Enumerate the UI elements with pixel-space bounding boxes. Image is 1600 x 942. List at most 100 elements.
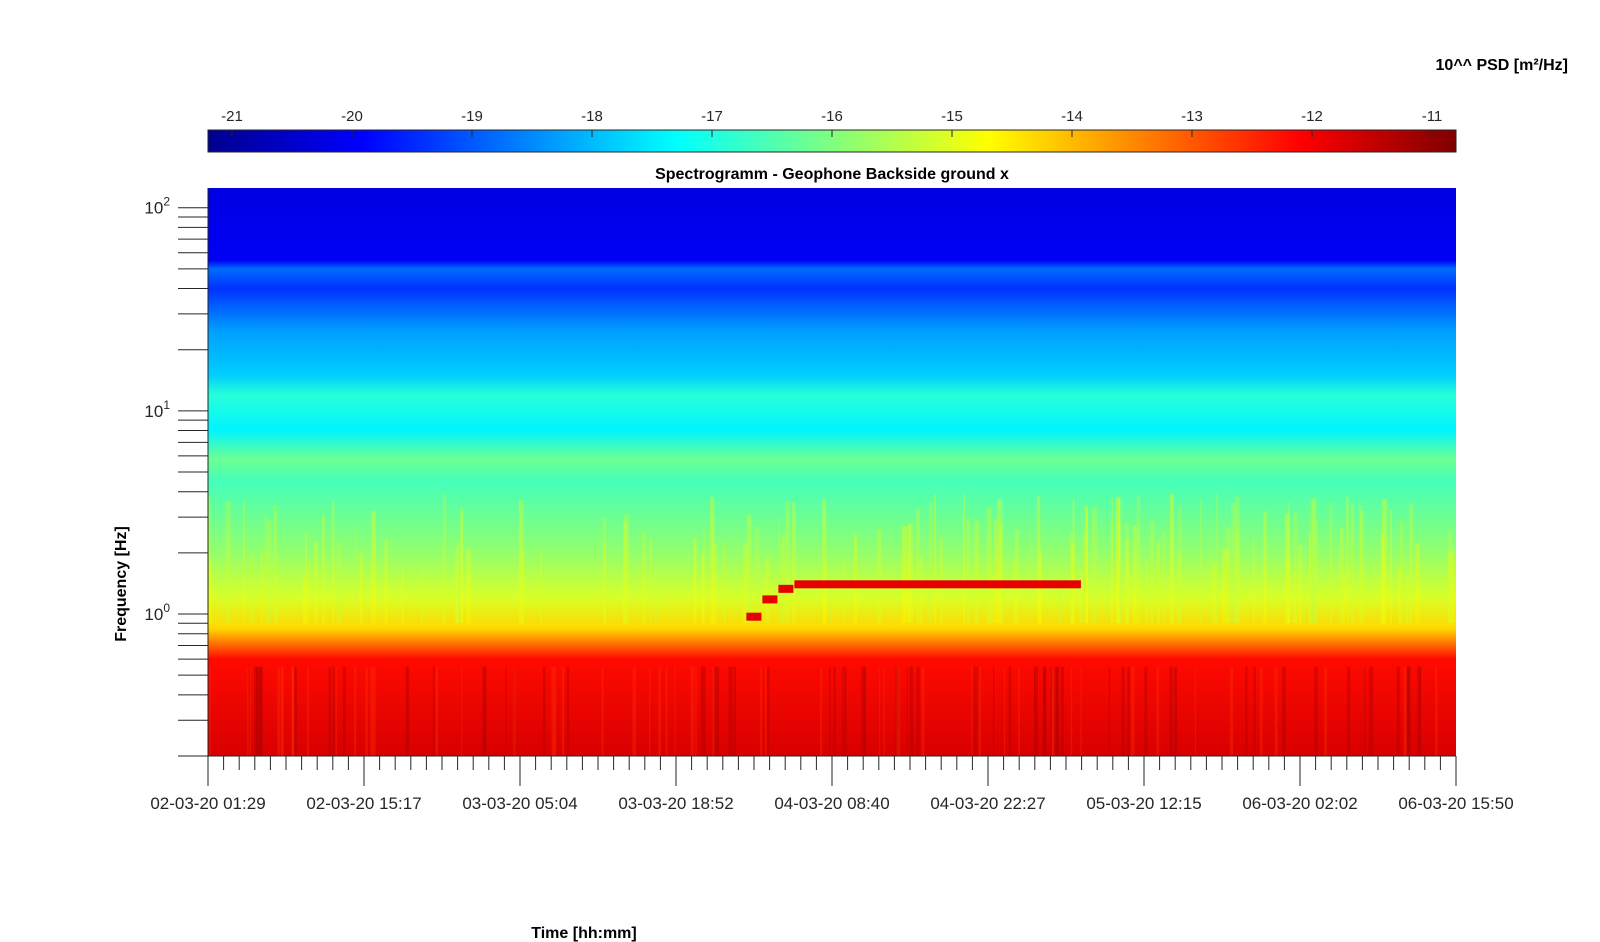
noise-streak bbox=[690, 666, 695, 756]
noise-streak bbox=[1130, 666, 1135, 756]
noise-streak bbox=[247, 666, 251, 756]
noise-streak bbox=[435, 666, 438, 756]
noise-streak bbox=[1329, 502, 1333, 624]
noise-streak bbox=[658, 666, 661, 756]
noise-streak bbox=[407, 666, 410, 756]
noise-streak bbox=[432, 666, 435, 756]
noise-streak bbox=[359, 552, 363, 624]
noise-streak bbox=[1403, 666, 1408, 756]
noise-streak bbox=[484, 666, 487, 756]
noise-streak bbox=[713, 666, 718, 756]
noise-streak bbox=[1080, 666, 1082, 756]
noise-streak bbox=[986, 507, 992, 624]
noise-streak bbox=[281, 666, 284, 756]
noise-streak bbox=[333, 666, 335, 756]
noise-streak bbox=[342, 666, 346, 756]
noise-streak bbox=[829, 573, 832, 624]
noise-streak bbox=[1222, 548, 1228, 624]
noise-streak bbox=[225, 501, 231, 624]
noise-streak bbox=[1324, 666, 1327, 756]
x-tick-label: 03-03-20 05:04 bbox=[462, 794, 577, 813]
y-tick-label: 100 bbox=[144, 601, 170, 624]
noise-streak bbox=[370, 666, 374, 756]
noise-streak bbox=[455, 548, 458, 624]
noise-streak bbox=[384, 540, 388, 624]
noise-streak bbox=[920, 557, 923, 624]
noise-streak bbox=[760, 666, 763, 756]
noise-streak bbox=[906, 666, 908, 756]
noise-streak bbox=[1043, 666, 1047, 756]
noise-streak bbox=[1263, 511, 1267, 624]
x-axis-label: Time [hh:mm] bbox=[531, 925, 636, 942]
noise-streak bbox=[1015, 530, 1019, 624]
noise-streak bbox=[833, 666, 836, 756]
noise-streak bbox=[308, 563, 310, 624]
noise-streak bbox=[1092, 507, 1097, 624]
noise-streak bbox=[1229, 666, 1233, 756]
noise-streak bbox=[1293, 511, 1297, 624]
noise-streak bbox=[1215, 493, 1218, 624]
noise-streak bbox=[373, 666, 376, 756]
noise-streak bbox=[1231, 666, 1234, 756]
noise-streak bbox=[1417, 666, 1421, 756]
noise-streak bbox=[781, 534, 785, 624]
noise-streak bbox=[294, 666, 297, 756]
x-tick-label: 06-03-20 02:02 bbox=[1242, 794, 1357, 813]
noise-streak bbox=[335, 666, 337, 756]
noise-streak bbox=[328, 666, 331, 756]
noise-streak bbox=[623, 522, 627, 624]
noise-streak bbox=[1350, 503, 1355, 624]
noise-streak bbox=[717, 666, 720, 756]
noise-streak bbox=[766, 666, 770, 756]
noise-streak bbox=[714, 544, 717, 624]
noise-streak bbox=[322, 514, 325, 624]
noise-streak bbox=[1033, 666, 1036, 756]
noise-streak bbox=[701, 554, 705, 624]
noise-streak bbox=[916, 508, 920, 624]
noise-streak bbox=[604, 543, 606, 624]
noise-streak bbox=[822, 499, 827, 624]
colorbar-tick-label: -14 bbox=[1061, 108, 1083, 125]
noise-streak bbox=[1245, 666, 1248, 756]
noise-streak bbox=[1050, 666, 1054, 756]
x-tick-label: 04-03-20 22:27 bbox=[930, 794, 1045, 813]
noise-streak bbox=[254, 666, 258, 756]
noise-streak bbox=[466, 548, 471, 624]
x-tick-label: 05-03-20 12:15 bbox=[1086, 794, 1201, 813]
noise-streak bbox=[332, 500, 335, 624]
noise-streak bbox=[1227, 548, 1230, 624]
noise-streak bbox=[665, 666, 668, 756]
noise-streak bbox=[1252, 539, 1255, 624]
noise-streak bbox=[461, 666, 463, 756]
noise-streak bbox=[1286, 557, 1291, 624]
noise-streak bbox=[1069, 532, 1075, 624]
noise-streak bbox=[371, 510, 376, 624]
noise-streak bbox=[747, 515, 752, 624]
noise-streak bbox=[209, 560, 213, 624]
noise-streak bbox=[853, 534, 857, 624]
noise-streak bbox=[1253, 666, 1256, 756]
noise-streak bbox=[273, 505, 278, 624]
noise-streak bbox=[401, 570, 405, 624]
colorbar-tick-label: -21 bbox=[221, 108, 243, 125]
noise-streak bbox=[1274, 666, 1278, 756]
noise-streak bbox=[1298, 545, 1303, 624]
noise-streak bbox=[1399, 570, 1401, 624]
noise-streak bbox=[1136, 495, 1141, 624]
noise-streak bbox=[781, 542, 784, 624]
noise-streak bbox=[785, 501, 791, 624]
noise-streak bbox=[994, 519, 998, 624]
noise-streak bbox=[703, 666, 706, 756]
noise-streak bbox=[1178, 505, 1182, 624]
chart-title: Spectrogramm - Geophone Backside ground … bbox=[655, 166, 1009, 183]
noise-streak bbox=[1314, 520, 1318, 624]
noise-streak bbox=[460, 511, 463, 624]
noise-streak bbox=[364, 570, 366, 624]
noise-streak bbox=[1406, 666, 1411, 756]
noise-streak bbox=[291, 666, 295, 756]
colorbar-tick-label: -12 bbox=[1301, 108, 1323, 125]
y-tick-exponent: 1 bbox=[163, 398, 170, 412]
noise-streak bbox=[1310, 499, 1316, 624]
y-tick-base: 10 bbox=[144, 402, 163, 421]
